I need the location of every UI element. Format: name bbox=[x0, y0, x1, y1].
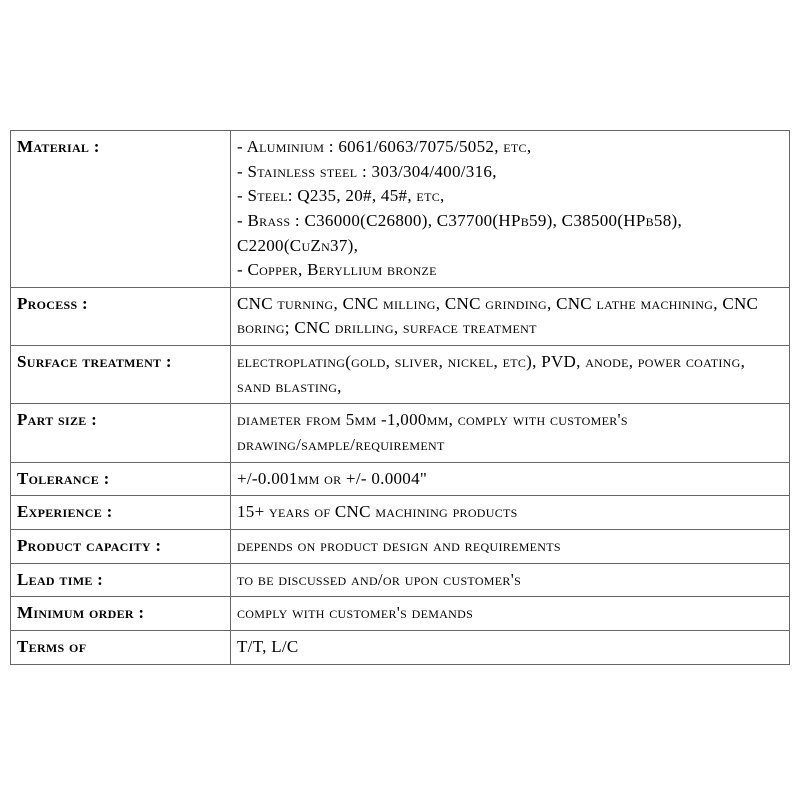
spec-value: to be discussed and/or upon customer's bbox=[231, 563, 790, 597]
spec-value: - Aluminium : 6061/6063/7075/5052, etc,-… bbox=[231, 131, 790, 288]
spec-key: Material : bbox=[11, 131, 231, 288]
spec-value-line: - Stainless steel : 303/304/400/316, bbox=[237, 160, 783, 185]
spec-key: Minimum order : bbox=[11, 597, 231, 631]
table-row: Part size :diameter from 5mm -1,000mm, c… bbox=[11, 404, 790, 462]
spec-key: Product capacity : bbox=[11, 529, 231, 563]
spec-key: Surface treatment : bbox=[11, 346, 231, 404]
table-row: Material :- Aluminium : 6061/6063/7075/5… bbox=[11, 131, 790, 288]
table-row: Lead time :to be discussed and/or upon c… bbox=[11, 563, 790, 597]
table-row: Surface treatment :electroplating(gold, … bbox=[11, 346, 790, 404]
table-row: Tolerance :+/-0.001mm or +/- 0.0004" bbox=[11, 462, 790, 496]
spec-key: Lead time : bbox=[11, 563, 231, 597]
spec-value-line: - Brass : C36000(C26800), C37700(HPb59),… bbox=[237, 209, 783, 258]
spec-key: Terms of bbox=[11, 630, 231, 664]
table-row: Terms ofT/T, L/C bbox=[11, 630, 790, 664]
spec-key: Experience : bbox=[11, 496, 231, 530]
spec-value: +/-0.001mm or +/- 0.0004" bbox=[231, 462, 790, 496]
spec-value: electroplating(gold, sliver, nickel, etc… bbox=[231, 346, 790, 404]
spec-value: diameter from 5mm -1,000mm, comply with … bbox=[231, 404, 790, 462]
spec-value: depends on product design and requiremen… bbox=[231, 529, 790, 563]
spec-key: Process : bbox=[11, 287, 231, 345]
table-row: Product capacity :depends on product des… bbox=[11, 529, 790, 563]
table-row: Minimum order :comply with customer's de… bbox=[11, 597, 790, 631]
spec-sheet: Material :- Aluminium : 6061/6063/7075/5… bbox=[0, 0, 800, 800]
spec-value: CNC turning, CNC milling, CNC grinding, … bbox=[231, 287, 790, 345]
table-row: Process :CNC turning, CNC milling, CNC g… bbox=[11, 287, 790, 345]
spec-value-line: - Steel: Q235, 20#, 45#, etc, bbox=[237, 184, 783, 209]
spec-table: Material :- Aluminium : 6061/6063/7075/5… bbox=[10, 130, 790, 665]
spec-key: Part size : bbox=[11, 404, 231, 462]
table-row: Experience : 15+ years of CNC machining … bbox=[11, 496, 790, 530]
spec-key: Tolerance : bbox=[11, 462, 231, 496]
spec-value-line: - Aluminium : 6061/6063/7075/5052, etc, bbox=[237, 135, 783, 160]
spec-value-line: - Copper, Beryllium bronze bbox=[237, 258, 783, 283]
spec-value: T/T, L/C bbox=[231, 630, 790, 664]
spec-value: comply with customer's demands bbox=[231, 597, 790, 631]
spec-value: 15+ years of CNC machining products bbox=[231, 496, 790, 530]
